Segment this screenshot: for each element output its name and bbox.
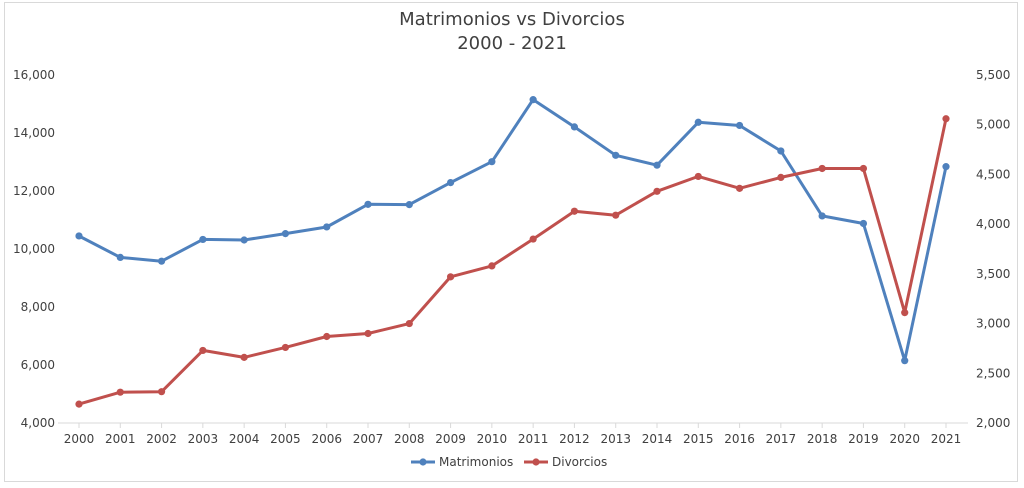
x-tick-label: 2009 <box>435 432 466 446</box>
data-point-matrimonios <box>694 118 702 126</box>
data-point-matrimonios <box>488 158 496 166</box>
data-point-matrimonios <box>446 178 455 187</box>
chart-frame <box>4 2 1018 482</box>
x-tick-label: 2017 <box>766 432 797 446</box>
data-point-divorcios <box>488 262 496 270</box>
legend-marker-matrimonios <box>419 458 427 466</box>
legend-marker-divorcios <box>532 458 540 466</box>
data-point-matrimonios <box>199 235 207 244</box>
legend-label-matrimonios: Matrimonios <box>439 455 513 469</box>
legend-label-divorcios: Divorcios <box>552 455 607 469</box>
chart-subtitle: 2000 - 2021 <box>457 33 567 54</box>
y-left-tick-label: 6,000 <box>21 358 55 372</box>
data-point-matrimonios <box>240 236 248 244</box>
y-left-tick-label: 12,000 <box>13 184 55 198</box>
data-point-matrimonios <box>364 200 372 208</box>
data-point-matrimonios <box>901 357 909 365</box>
y-right-tick-label: 5,000 <box>976 118 1010 132</box>
x-tick-label: 2006 <box>311 432 342 446</box>
data-point-divorcios <box>323 332 331 341</box>
y-left-tick-label: 10,000 <box>13 242 55 256</box>
x-tick-label: 2007 <box>353 432 384 446</box>
data-point-divorcios <box>612 211 620 219</box>
x-tick-label: 2021 <box>931 432 962 446</box>
y-right-tick-label: 3,000 <box>976 317 1010 331</box>
y-right-tick-label: 3,500 <box>976 267 1010 281</box>
data-point-divorcios <box>199 346 207 355</box>
data-point-divorcios <box>75 400 83 408</box>
y-left-tick-label: 16,000 <box>13 68 55 82</box>
data-point-matrimonios <box>777 147 785 155</box>
y-left-tick-label: 8,000 <box>21 300 55 314</box>
x-tick-label: 2015 <box>683 432 714 446</box>
y-right-tick-label: 5,500 <box>976 68 1010 82</box>
data-point-divorcios <box>777 173 785 182</box>
data-point-matrimonios <box>323 223 331 231</box>
data-point-divorcios <box>859 164 868 173</box>
data-point-divorcios <box>735 184 744 192</box>
x-tick-label: 2012 <box>559 432 590 446</box>
data-point-matrimonios <box>75 232 83 240</box>
data-point-divorcios <box>694 172 702 181</box>
data-point-divorcios <box>942 115 950 123</box>
series-line-divorcios <box>78 118 948 406</box>
data-point-matrimonios <box>405 201 413 209</box>
x-tick-label: 2004 <box>229 432 260 446</box>
data-point-divorcios <box>405 319 413 328</box>
x-tick-label: 2008 <box>394 432 425 446</box>
x-tick-label: 2020 <box>889 432 920 446</box>
data-point-divorcios <box>157 388 166 396</box>
x-tick-label: 2001 <box>105 432 136 446</box>
x-tick-label: 2016 <box>724 432 755 446</box>
data-point-matrimonios <box>116 253 124 262</box>
x-tick-label: 2014 <box>642 432 673 446</box>
data-point-matrimonios <box>612 151 620 159</box>
x-tick-label: 2011 <box>518 432 549 446</box>
data-point-matrimonios <box>570 123 579 131</box>
data-point-divorcios <box>529 235 537 243</box>
series-line-matrimonios <box>78 98 948 363</box>
x-tick-label: 2013 <box>600 432 631 446</box>
data-point-divorcios <box>653 187 661 195</box>
data-point-matrimonios <box>735 121 744 130</box>
data-point-divorcios <box>116 388 124 396</box>
y-left-tick-label: 14,000 <box>13 126 55 140</box>
y-left-tick-label: 4,000 <box>21 416 55 430</box>
x-tick-label: 2003 <box>188 432 219 446</box>
x-tick-label: 2000 <box>64 432 95 446</box>
chart-title-block: Matrimonios vs Divorcios 2000 - 2021 <box>0 8 1024 56</box>
data-point-divorcios <box>570 207 579 215</box>
x-tick-label: 2019 <box>848 432 879 446</box>
data-point-matrimonios <box>818 212 826 220</box>
x-tick-label: 2018 <box>807 432 838 446</box>
chart-title: Matrimonios vs Divorcios <box>399 9 625 30</box>
data-point-matrimonios <box>942 163 950 171</box>
y-right-tick-label: 4,500 <box>976 167 1010 181</box>
data-point-divorcios <box>364 329 372 338</box>
data-point-matrimonios <box>529 96 537 104</box>
y-right-tick-label: 4,000 <box>976 217 1010 231</box>
data-point-divorcios <box>446 273 455 281</box>
data-point-divorcios <box>901 309 909 317</box>
y-right-tick-label: 2,500 <box>976 366 1010 380</box>
data-point-matrimonios <box>859 219 868 228</box>
x-tick-label: 2005 <box>270 432 301 446</box>
data-point-matrimonios <box>281 230 290 238</box>
data-point-matrimonios <box>653 161 661 169</box>
data-point-divorcios <box>240 353 248 361</box>
data-point-matrimonios <box>157 257 166 265</box>
x-tick-label: 2010 <box>477 432 508 446</box>
y-right-tick-label: 2,000 <box>976 416 1010 430</box>
data-point-divorcios <box>281 343 290 352</box>
x-tick-label: 2002 <box>146 432 177 446</box>
data-point-divorcios <box>818 164 826 173</box>
